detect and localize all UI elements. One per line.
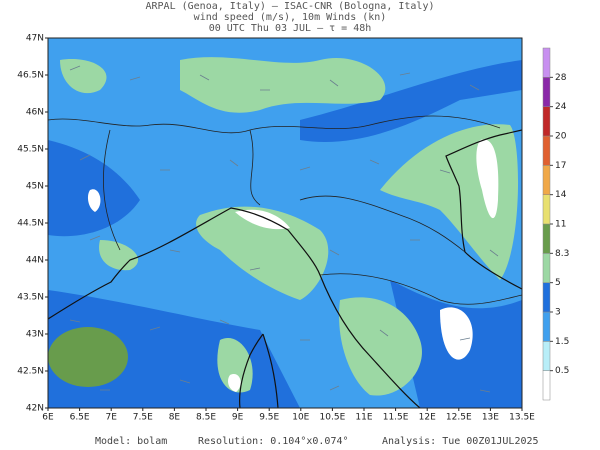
- x-tick-label: 13E: [482, 413, 499, 423]
- x-tick-label: 10E: [292, 413, 309, 423]
- x-tick-label: 12.5E: [446, 413, 472, 423]
- colorbar-label: 14: [555, 190, 567, 200]
- x-tick-label: 9.5E: [259, 413, 279, 423]
- colorbar-segment: [542, 135, 551, 166]
- y-tick-label: 42N: [26, 404, 44, 414]
- x-tick-label: 8E: [169, 413, 181, 423]
- footer-analysis: Analysis: Tue 00Z01JUL2025: [382, 436, 539, 447]
- y-tick-label: 45.5N: [17, 145, 44, 155]
- y-tick-label: 44.5N: [17, 219, 44, 229]
- colorbar-label: 3: [555, 308, 561, 318]
- map-field: [48, 38, 522, 408]
- colorbar-label: 28: [555, 73, 567, 83]
- colorbar-segment: [542, 194, 551, 225]
- colorbar-label: 20: [555, 132, 567, 142]
- colorbar-label: 17: [555, 161, 566, 171]
- colorbar-segment: [542, 47, 551, 78]
- title-line: 00 UTC Thu 03 JUL — τ = 48h: [209, 23, 372, 34]
- y-tick-label: 42.5N: [17, 367, 44, 377]
- y-tick-label: 44N: [26, 256, 44, 266]
- colorbar-label: 5: [555, 278, 561, 288]
- wind-barbs: [69, 65, 499, 393]
- colorbar-segment: [542, 370, 551, 401]
- x-tick-label: 9E: [232, 413, 244, 423]
- border: [48, 115, 522, 305]
- colorbar-segment: [542, 341, 551, 371]
- x-tick-label: 6E: [42, 413, 54, 423]
- title-line: ARPAL (Genoa, Italy) — ISAC-CNR (Bologna…: [146, 1, 435, 12]
- colorbar-label: 0.5: [555, 366, 569, 376]
- x-tick-label: 11.5E: [383, 413, 409, 423]
- x-tick-label: 6.5E: [70, 413, 90, 423]
- colorbar-segment: [542, 106, 551, 137]
- colorbar-segment: [542, 311, 551, 342]
- colorbar-segment: [542, 282, 551, 313]
- x-tick-label: 10.5E: [320, 413, 346, 423]
- y-tick-label: 46.5N: [17, 71, 44, 81]
- coastline: [48, 207, 421, 408]
- y-tick-label: 46N: [26, 108, 44, 118]
- x-tick-label: 11E: [355, 413, 372, 423]
- coastline: [445, 129, 522, 290]
- y-tick-label: 45N: [26, 182, 44, 192]
- colorbar-label: 11: [555, 220, 566, 230]
- y-tick-label: 43.5N: [17, 293, 44, 303]
- colorbar-label: 24: [555, 102, 567, 112]
- y-tick-label: 43N: [26, 330, 44, 340]
- x-tick-label: 13.5E: [509, 413, 535, 423]
- colorbar: 0.5 1.5 3 5 8.3 11 14 17 20 24 28: [542, 47, 569, 401]
- footer-model: Model: bolam: [95, 436, 167, 447]
- colorbar-segment: [542, 223, 551, 254]
- title-line: wind speed (m/s), 10m Winds (kn): [194, 12, 387, 23]
- colorbar-segment: [542, 165, 551, 195]
- x-tick-label: 7E: [105, 413, 117, 423]
- coastline: [239, 333, 279, 408]
- x-tick-label: 7.5E: [133, 413, 153, 423]
- x-tick-label: 8.5E: [196, 413, 216, 423]
- y-tick-label: 47N: [26, 34, 44, 44]
- colorbar-segment: [542, 253, 551, 283]
- colorbar-segment: [542, 77, 551, 107]
- colorbar-label: 1.5: [555, 337, 569, 347]
- colorbar-label: 8.3: [555, 249, 569, 259]
- footer-resolution: Resolution: 0.104°x0.074°: [198, 436, 349, 447]
- x-tick-label: 12E: [419, 413, 436, 423]
